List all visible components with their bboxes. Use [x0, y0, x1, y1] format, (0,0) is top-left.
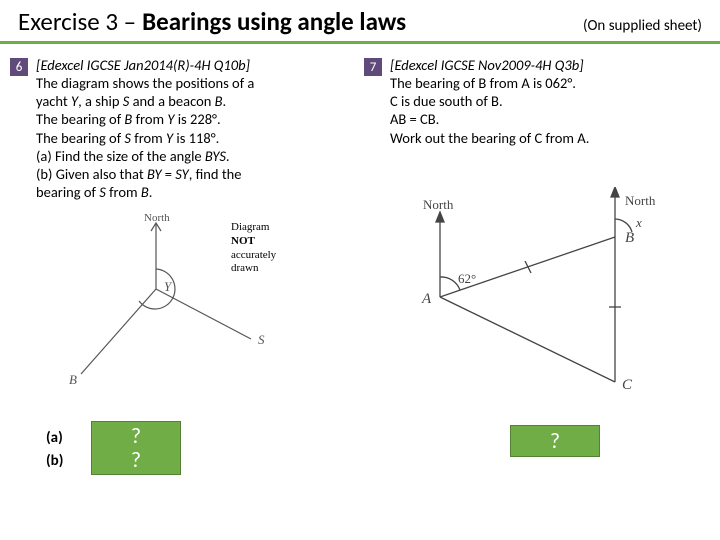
label-A: A — [421, 291, 432, 307]
q6-line3: The bearing of B from Y is 228°. — [36, 110, 221, 128]
question-number-7: 7 — [364, 58, 382, 76]
angle-x: x — [635, 215, 642, 230]
label-B: B — [69, 372, 77, 387]
title-prefix: Exercise 3 – — [18, 6, 136, 37]
q7-line3: AB = CB. — [390, 110, 439, 128]
north-label-B: North — [625, 193, 656, 208]
diagram-not-accurate: Diagram NOT accurately drawn — [231, 221, 296, 276]
q7-diagram: North North A B C 62° x — [390, 187, 710, 407]
question-6: 6 [Edexcel IGCSE Jan2014(R)-4H Q10b] The… — [10, 56, 356, 509]
q6-line2: yacht Y, a ship S and a beacon B. — [36, 92, 226, 110]
q6-line4: The bearing of S from Y is 118°. — [36, 129, 219, 147]
title-main: Bearings using angle laws — [142, 6, 406, 37]
answer-part-labels: (a) (b) — [46, 427, 63, 472]
question-number-6: 6 — [10, 58, 28, 76]
q6-line7: bearing of S from B. — [36, 183, 152, 201]
label-B: B — [625, 230, 634, 246]
north-label-A: North — [423, 197, 454, 212]
label-C: C — [622, 377, 633, 393]
north-label: North — [144, 212, 170, 224]
q6-line5: (a) Find the size of the angle BYS. — [36, 147, 230, 165]
content-columns: 6 [Edexcel IGCSE Jan2014(R)-4H Q10b] The… — [0, 44, 720, 509]
label-Y: Y — [164, 279, 173, 294]
question-6-body: [Edexcel IGCSE Jan2014(R)-4H Q10b] The d… — [36, 56, 296, 509]
title-sub: (On supplied sheet) — [583, 17, 702, 35]
q7-line4: Work out the bearing of C from A. — [390, 129, 589, 147]
answer-reveal-box-6[interactable]: ? ? — [91, 421, 181, 475]
slide-header: Exercise 3 – Bearings using angle laws (… — [0, 0, 720, 44]
question-7-body: [Edexcel IGCSE Nov2009-4H Q3b] The beari… — [390, 56, 710, 509]
angle-62: 62° — [458, 271, 476, 286]
q7-line1: The bearing of B from A is 062°. — [390, 74, 576, 92]
answer-reveal-box-7[interactable]: ? — [510, 425, 600, 457]
q7-source: [Edexcel IGCSE Nov2009-4H Q3b] — [390, 56, 584, 74]
q6-source: [Edexcel IGCSE Jan2014(R)-4H Q10b] — [36, 56, 250, 74]
q6-figure-area: North Y S B Diagram NOT accurately drawn… — [36, 209, 296, 509]
q7-line2: C is due south of B. — [390, 92, 503, 110]
label-S: S — [258, 332, 265, 347]
question-7: 7 [Edexcel IGCSE Nov2009-4H Q3b] The bea… — [364, 56, 710, 509]
q7-figure-area: North North A B C 62° x ? — [390, 187, 710, 487]
q6-line1: The diagram shows the positions of a — [36, 74, 254, 92]
q6-line6: (b) Given also that BY = SY, find the — [36, 165, 242, 183]
